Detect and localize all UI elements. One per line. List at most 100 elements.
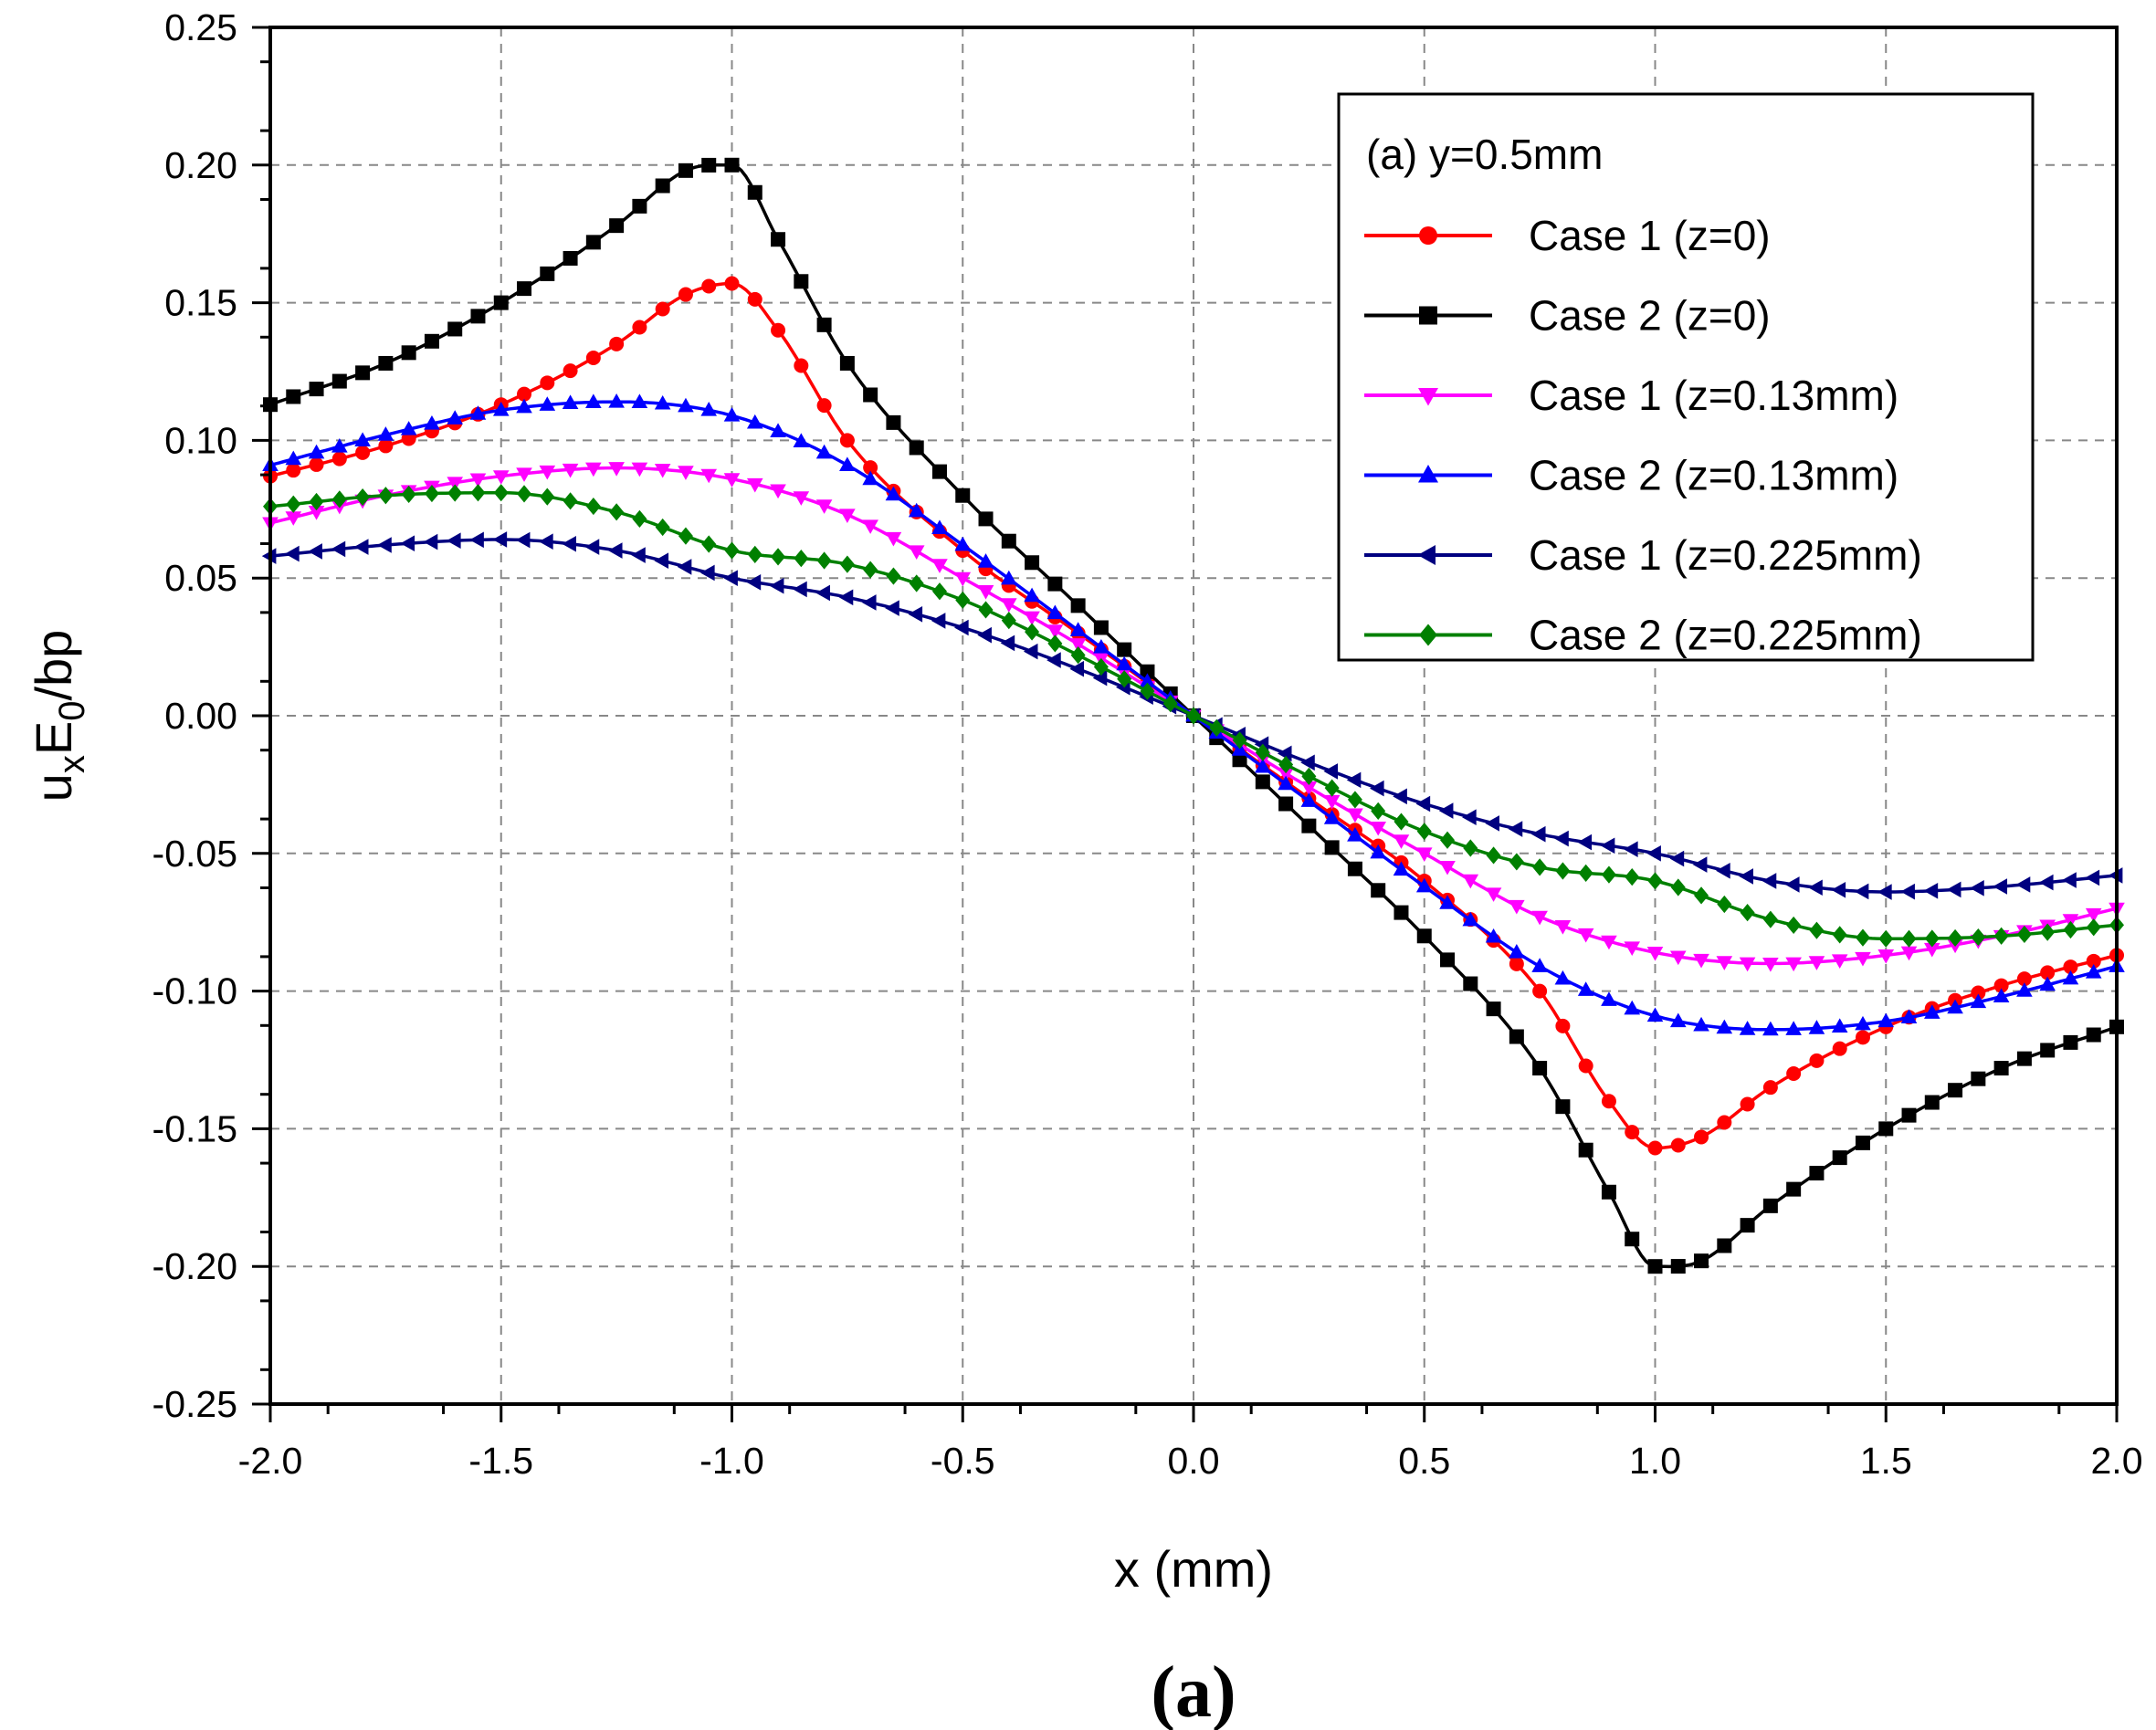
series-2-marker <box>724 157 740 173</box>
series-3-marker <box>1024 611 1040 626</box>
series-6-marker <box>1878 929 1894 948</box>
y-tick-label: 0.00 <box>164 695 237 737</box>
series-1-marker <box>863 460 878 476</box>
series-4-marker <box>977 553 994 568</box>
x-tick-label: -0.5 <box>931 1440 995 1482</box>
series-6-marker <box>286 495 301 513</box>
series-1-marker <box>286 463 301 478</box>
series-6-marker <box>931 582 947 601</box>
series-6-marker <box>1371 802 1386 820</box>
series-1-marker <box>609 336 625 351</box>
series-2-marker <box>1117 642 1132 657</box>
series-6-marker <box>1025 623 1040 641</box>
series-2-marker <box>585 235 601 250</box>
series-1-marker <box>2040 965 2056 980</box>
series-2-marker <box>1509 1029 1524 1044</box>
series-2-marker <box>1717 1238 1732 1253</box>
y-tick-label: 0.05 <box>164 557 237 599</box>
series-5-marker <box>1716 862 1730 879</box>
series-3-marker <box>1900 946 1918 961</box>
x-tick-label: -1.5 <box>468 1440 533 1482</box>
series-3-marker <box>1370 821 1386 836</box>
series-2-marker <box>1832 1150 1847 1166</box>
series-6-marker <box>1186 707 1201 725</box>
series-3-marker <box>1462 874 1479 889</box>
series-2-marker <box>1232 752 1247 768</box>
series-2-marker <box>1140 664 1155 679</box>
x-axis-title: x (mm) <box>1114 1540 1273 1598</box>
series-3-marker <box>1554 919 1572 935</box>
series-6-marker <box>1832 926 1847 944</box>
series-6-marker <box>632 509 647 528</box>
series-2-marker <box>1601 1184 1616 1200</box>
series-2-marker <box>2016 1051 2032 1066</box>
legend-marker <box>1419 624 1437 646</box>
series-5-marker <box>331 540 346 558</box>
series-6-marker <box>1924 929 1940 948</box>
series-4-marker <box>2085 963 2102 979</box>
series-1-marker <box>1578 1058 1593 1074</box>
series-4-marker <box>354 432 371 447</box>
series-3-marker <box>1785 957 1802 972</box>
series-2-marker <box>863 387 878 403</box>
series-3-marker <box>977 584 994 600</box>
series-6-marker <box>540 488 555 506</box>
series-6-marker <box>886 567 901 585</box>
ticks <box>252 26 2119 1422</box>
series-2-marker <box>1901 1107 1917 1123</box>
series-4-marker <box>1093 639 1110 654</box>
series-5-marker <box>285 545 300 562</box>
series-5-marker <box>1092 669 1108 687</box>
y-tick-label: 0.25 <box>164 6 237 48</box>
series-4-marker <box>2016 982 2033 997</box>
series-4-marker <box>908 502 925 518</box>
series-6-marker <box>1093 657 1109 676</box>
series-4-marker <box>1762 1021 1779 1036</box>
series-2-marker <box>1993 1061 2009 1076</box>
series-5-marker <box>353 539 369 555</box>
series-6-marker <box>1347 791 1362 809</box>
series-1-marker <box>816 398 832 414</box>
series-4-marker <box>1831 1018 1848 1033</box>
series-3-marker <box>1762 958 1779 972</box>
series-3-marker <box>631 462 648 477</box>
series-6-marker <box>1394 813 1409 831</box>
series-5-marker <box>700 564 715 582</box>
series-4-marker <box>2039 976 2056 991</box>
series-2-marker <box>401 345 416 361</box>
series-2-marker <box>632 198 647 214</box>
series-6-marker <box>1001 612 1016 630</box>
series-5-marker <box>769 577 784 594</box>
series-3-marker <box>1577 928 1594 943</box>
series-2-marker <box>1001 533 1016 549</box>
series-4-marker <box>1693 1016 1709 1032</box>
series-6-marker <box>1070 646 1086 665</box>
series-3-marker <box>447 477 463 491</box>
series-4-marker <box>1808 1020 1825 1034</box>
series-5-marker <box>1508 821 1523 837</box>
series-3-marker <box>746 477 763 493</box>
series-5-marker <box>631 547 646 563</box>
series-5-marker <box>1831 882 1846 898</box>
series-3-marker <box>1001 598 1017 613</box>
series-3-marker <box>539 465 556 480</box>
series-5-marker <box>908 605 923 623</box>
series-2-marker <box>493 295 509 310</box>
series-6-marker <box>1232 731 1247 750</box>
series-2-marker <box>1416 928 1432 944</box>
series-2-marker <box>1278 796 1294 812</box>
series-6-marker <box>1993 927 2009 945</box>
series-4-marker <box>1785 1021 1802 1035</box>
series-4-marker <box>1624 1000 1641 1015</box>
series-3-marker <box>1069 638 1087 653</box>
series-6-marker <box>724 541 740 560</box>
series-1-marker <box>563 363 578 379</box>
series-4-marker <box>1554 970 1572 985</box>
series-6-marker <box>1324 779 1340 797</box>
series-6-marker <box>1416 823 1432 841</box>
series-1-marker <box>701 278 717 294</box>
series-3-marker <box>862 519 878 534</box>
series-3-marker <box>1808 956 1825 970</box>
series-6-marker <box>1762 910 1778 928</box>
series-5-marker <box>861 594 877 611</box>
